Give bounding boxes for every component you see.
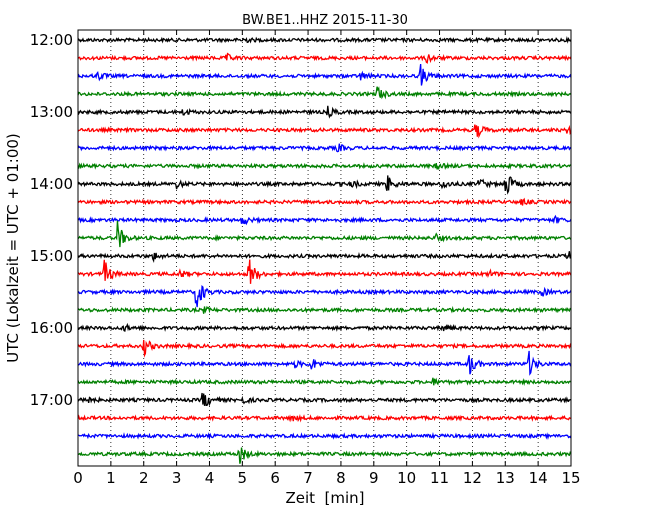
y-tick-label-1200: 12:00 — [30, 31, 73, 49]
traces — [77, 35, 572, 464]
x-axis-label: Zeit [min] — [285, 489, 364, 507]
trace-1530 — [77, 284, 572, 308]
y-axis: 12:00 13:00 14:00 15:00 16:00 17:00 — [30, 31, 571, 409]
y-tick-label-1500: 15:00 — [30, 247, 73, 265]
trace-1700 — [77, 392, 572, 407]
x-tick-label-9: 9 — [369, 469, 379, 487]
trace-1315 — [77, 124, 572, 139]
trace-1400 — [77, 175, 572, 195]
y-tick-label-1300: 13:00 — [30, 103, 73, 121]
x-tick-label-7: 7 — [303, 469, 313, 487]
x-tick-label-4: 4 — [205, 469, 215, 487]
x-tick-label-5: 5 — [238, 469, 248, 487]
x-tick-label-2: 2 — [139, 469, 149, 487]
trace-1730 — [77, 432, 572, 441]
trace-1215 — [77, 52, 572, 64]
chart-title: BW.BE1..HHZ 2015-11-30 — [242, 13, 408, 28]
x-tick-label-1: 1 — [106, 469, 116, 487]
x-tick-label-14: 14 — [529, 469, 548, 487]
x-tick-label-6: 6 — [270, 469, 280, 487]
x-tick-label-10: 10 — [397, 469, 416, 487]
trace-1545 — [77, 305, 572, 314]
trace-1300 — [77, 105, 572, 119]
trace-1645 — [77, 377, 572, 387]
grid — [110, 30, 539, 466]
x-tick-label-15: 15 — [561, 469, 580, 487]
trace-1200 — [77, 35, 572, 44]
trace-1500 — [77, 251, 572, 263]
trace-1245 — [77, 86, 572, 100]
trace-1345 — [77, 161, 572, 171]
trace-1430 — [77, 214, 572, 226]
y-tick-label-1400: 14:00 — [30, 175, 73, 193]
trace-1515 — [77, 259, 572, 284]
y-tick-label-1700: 17:00 — [30, 391, 73, 409]
y-axis-label: UTC (Lokalzeit = UTC + 01:00) — [4, 133, 22, 363]
trace-1415 — [77, 197, 572, 206]
trace-1745 — [77, 447, 572, 464]
plot-frame — [77, 29, 572, 467]
trace-1630 — [77, 350, 572, 376]
x-tick-label-3: 3 — [172, 469, 182, 487]
trace-1230 — [77, 63, 572, 86]
trace-1330 — [77, 143, 572, 153]
x-tick-label-0: 0 — [73, 469, 83, 487]
x-tick-label-13: 13 — [496, 469, 515, 487]
x-axis: 0 1 2 3 4 5 6 7 8 9 10 11 12 13 14 15 — [73, 30, 581, 487]
y-tick-label-1600: 16:00 — [30, 319, 73, 337]
x-tick-label-8: 8 — [336, 469, 346, 487]
trace-1445 — [77, 220, 572, 248]
x-tick-label-11: 11 — [430, 469, 449, 487]
trace-1715 — [77, 414, 572, 423]
trace-1615 — [77, 339, 572, 358]
trace-1600 — [77, 322, 572, 333]
x-tick-label-12: 12 — [463, 469, 482, 487]
